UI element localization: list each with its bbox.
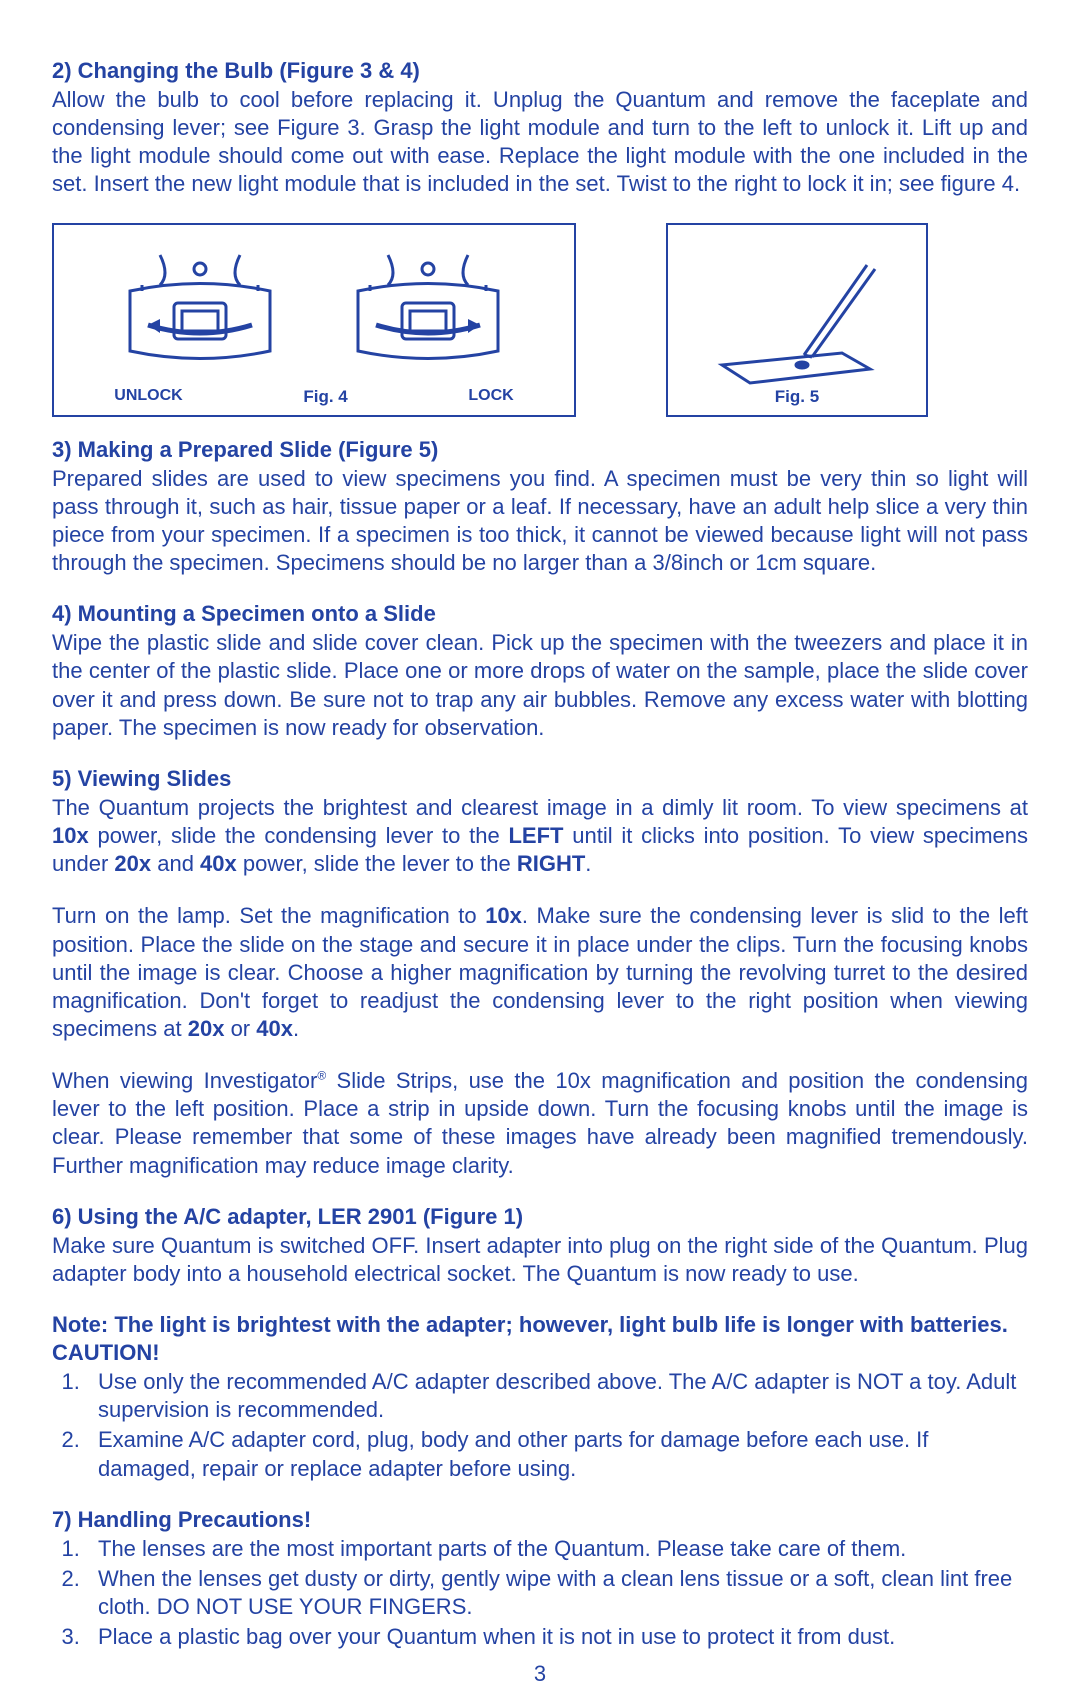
section-2-heading: 2) Changing the Bulb (Figure 3 & 4)	[52, 58, 1028, 84]
fig4-caption: Fig. 4	[303, 387, 347, 407]
fig5-caption: Fig. 5	[668, 387, 926, 407]
caution-list: Use only the recommended A/C adapter des…	[52, 1368, 1028, 1483]
section-5: 5) Viewing Slides The Quantum projects t…	[52, 766, 1028, 1180]
section-4-heading: 4) Mounting a Specimen onto a Slide	[52, 601, 1028, 627]
unlock-label: UNLOCK	[114, 387, 182, 407]
section-3-body: Prepared slides are used to view specime…	[52, 465, 1028, 578]
section-5-heading: 5) Viewing Slides	[52, 766, 1028, 792]
section-4: 4) Mounting a Specimen onto a Slide Wipe…	[52, 601, 1028, 742]
note-block: Note: The light is brightest with the ad…	[52, 1312, 1028, 1483]
caution-label: CAUTION!	[52, 1340, 1028, 1366]
figure-4-box: UNLOCK Fig. 4 LOCK	[52, 223, 576, 417]
lock-label: LOCK	[468, 387, 513, 407]
note-line1: Note: The light is brightest with the ad…	[52, 1312, 1028, 1338]
precaution-2: When the lenses get dusty or dirty, gent…	[86, 1565, 1028, 1621]
section-2: 2) Changing the Bulb (Figure 3 & 4) Allo…	[52, 58, 1028, 199]
section-3: 3) Making a Prepared Slide (Figure 5) Pr…	[52, 437, 1028, 578]
lock-diagram	[338, 241, 518, 381]
section-6: 6) Using the A/C adapter, LER 2901 (Figu…	[52, 1204, 1028, 1288]
section-6-body: Make sure Quantum is switched OFF. Inser…	[52, 1232, 1028, 1288]
section-7-heading: 7) Handling Precautions!	[52, 1507, 1028, 1533]
page-number: 3	[52, 1661, 1028, 1687]
slide-diagram	[692, 245, 902, 395]
section-5-p1: The Quantum projects the brightest and c…	[52, 794, 1028, 878]
caution-item-1: Use only the recommended A/C adapter des…	[86, 1368, 1028, 1424]
precautions-list: The lenses are the most important parts …	[52, 1535, 1028, 1652]
figure-5-box: Fig. 5	[666, 223, 928, 417]
section-2-body: Allow the bulb to cool before replacing …	[52, 86, 1028, 199]
page: 2) Changing the Bulb (Figure 3 & 4) Allo…	[0, 0, 1080, 1707]
section-5-p3: When viewing Investigator® Slide Strips,…	[52, 1067, 1028, 1180]
section-3-heading: 3) Making a Prepared Slide (Figure 5)	[52, 437, 1028, 463]
figure-row: UNLOCK Fig. 4 LOCK Fig. 5	[52, 223, 1028, 417]
precaution-3: Place a plastic bag over your Quantum wh…	[86, 1623, 1028, 1651]
section-4-body: Wipe the plastic slide and slide cover c…	[52, 629, 1028, 742]
unlock-diagram	[110, 241, 290, 381]
section-6-heading: 6) Using the A/C adapter, LER 2901 (Figu…	[52, 1204, 1028, 1230]
caution-item-2: Examine A/C adapter cord, plug, body and…	[86, 1426, 1028, 1482]
section-7: 7) Handling Precautions! The lenses are …	[52, 1507, 1028, 1652]
section-5-p2: Turn on the lamp. Set the magnification …	[52, 902, 1028, 1043]
precaution-1: The lenses are the most important parts …	[86, 1535, 1028, 1563]
figure-4-labels: UNLOCK Fig. 4 LOCK	[54, 387, 574, 407]
